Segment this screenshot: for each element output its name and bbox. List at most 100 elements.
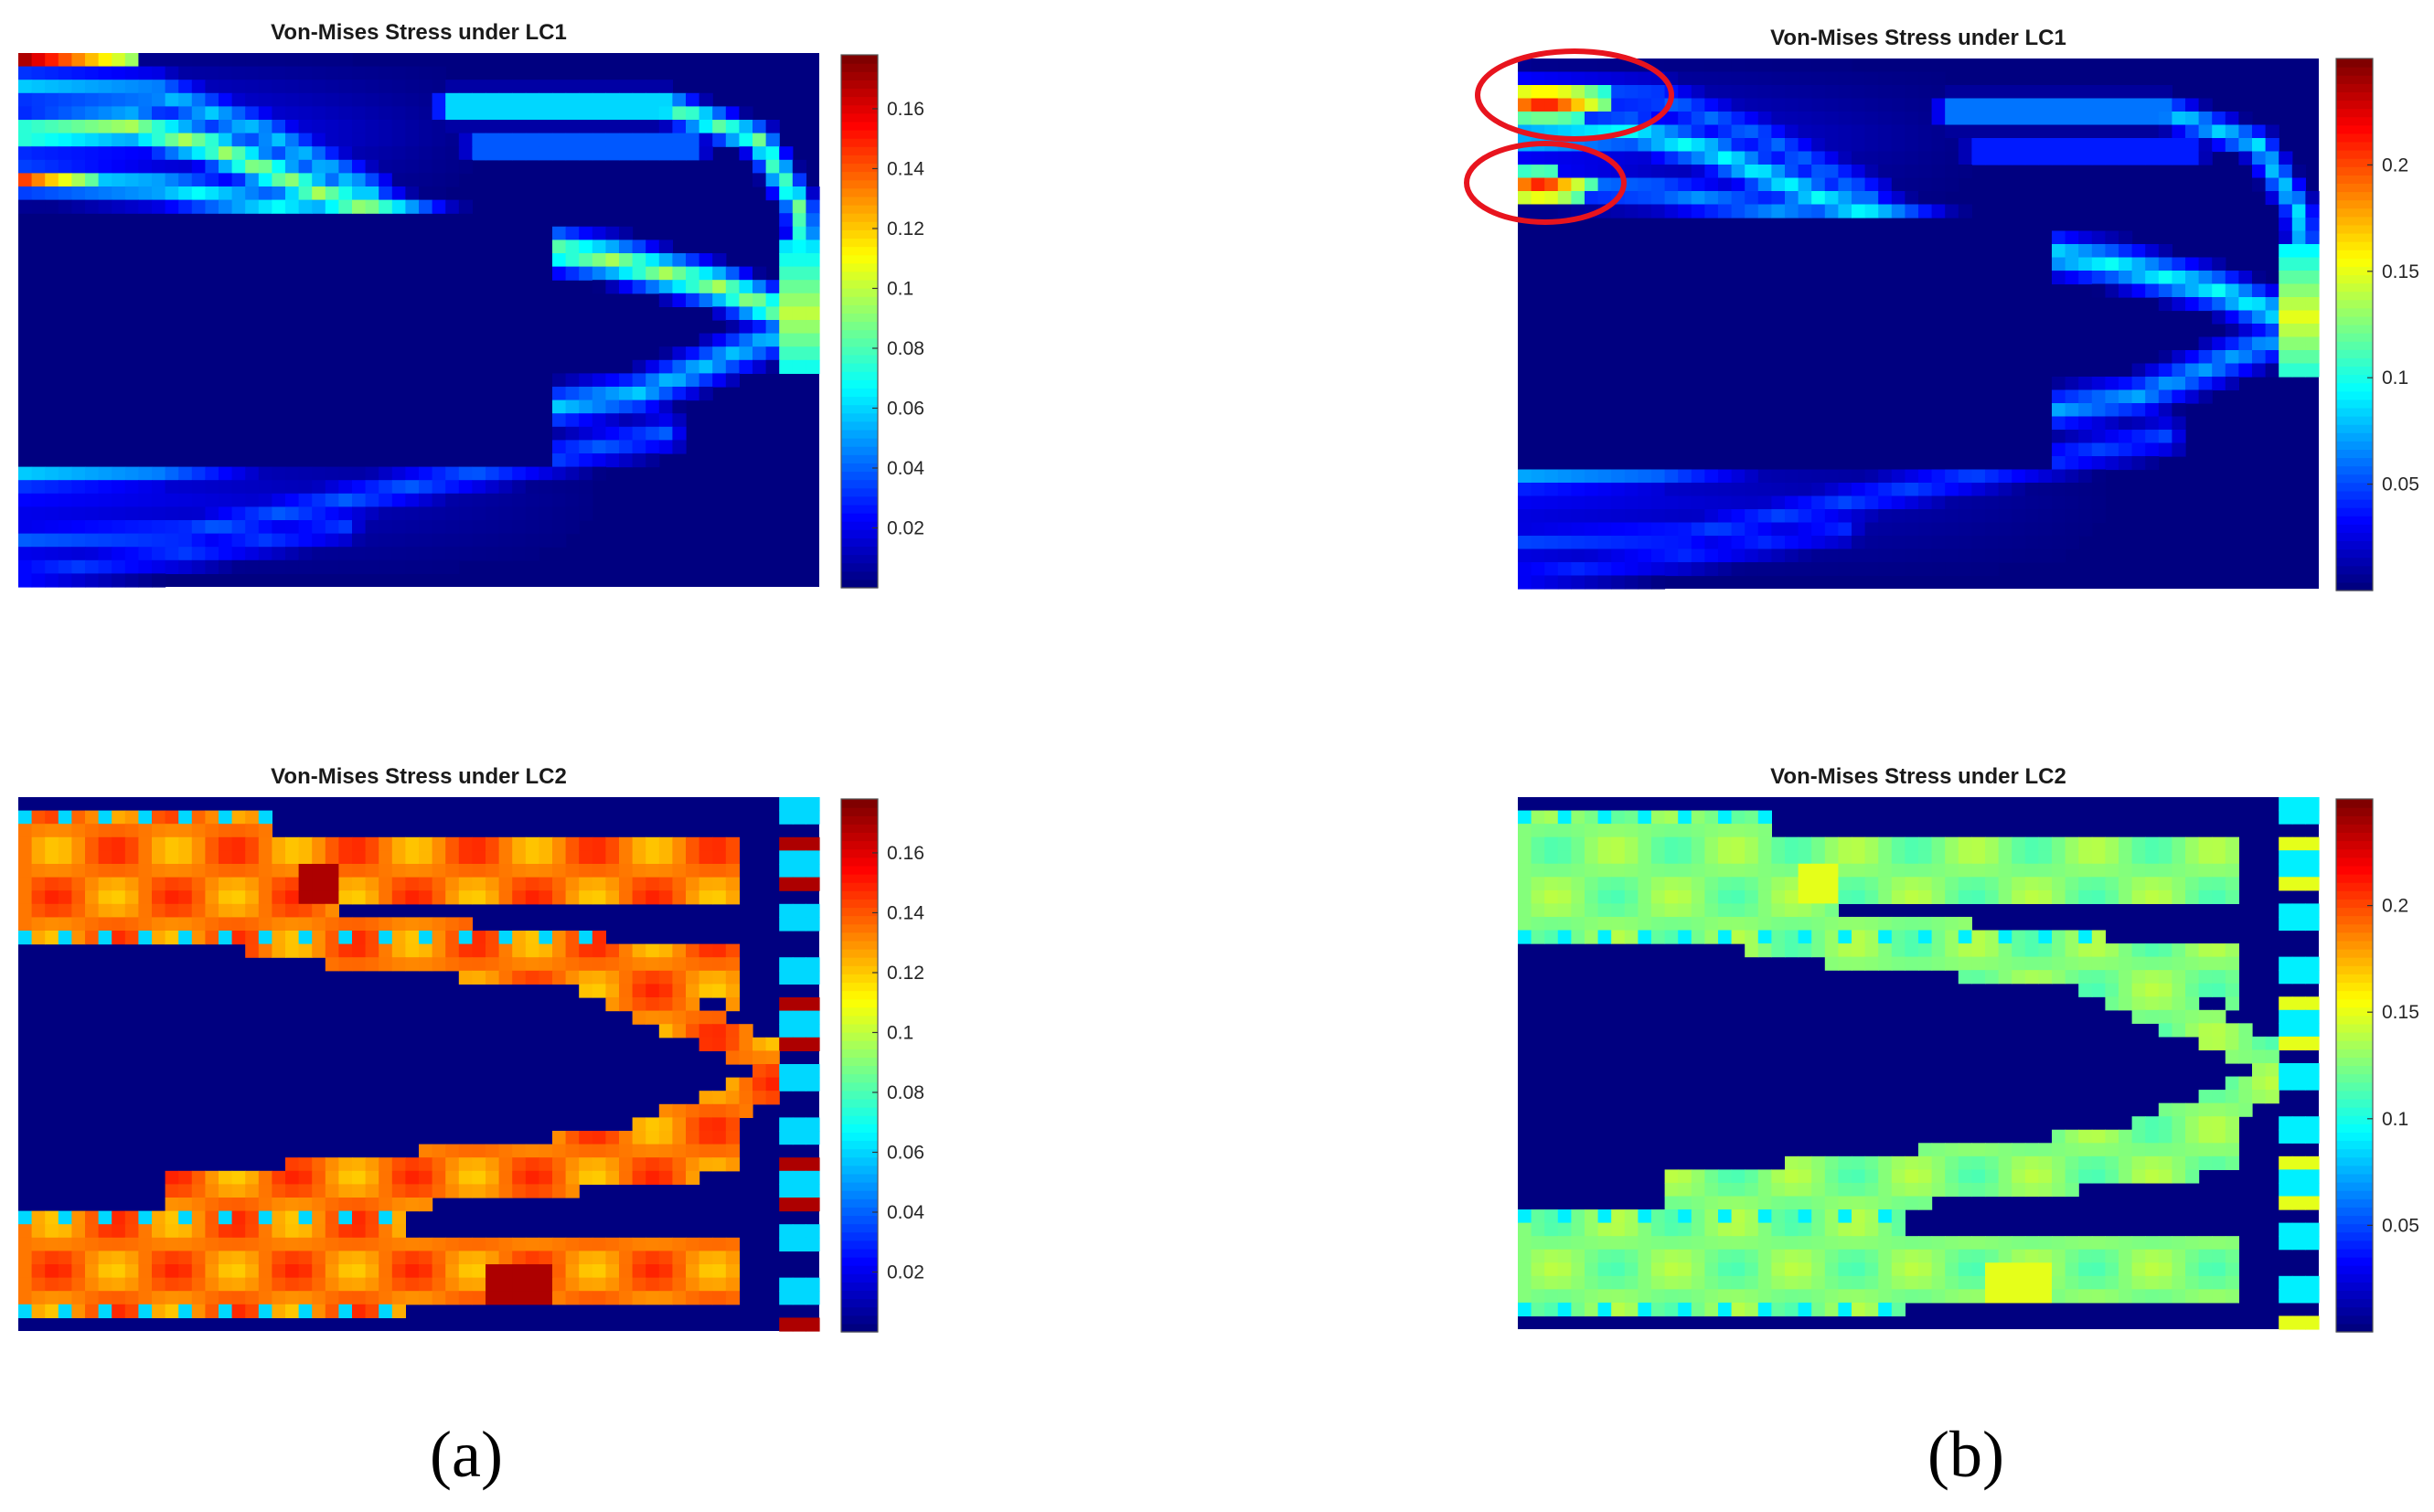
heatmap-cell <box>1958 1169 1972 1184</box>
heatmap-cell <box>285 186 300 201</box>
heatmap-cell <box>1718 850 1733 865</box>
heatmap-cell <box>85 493 100 507</box>
heatmap-cell <box>1771 877 1786 891</box>
heatmap-cell <box>58 66 72 80</box>
heatmap-cell <box>592 120 606 134</box>
heatmap-cell <box>1718 810 1733 825</box>
heatmap-cell <box>2185 1262 2200 1277</box>
heatmap-cell <box>1971 943 1986 958</box>
heatmap-cell <box>124 493 139 507</box>
heatmap-cell <box>1838 916 1852 932</box>
heatmap-cell <box>725 120 740 134</box>
heatmap-cell <box>1518 903 1532 918</box>
heatmap-cell <box>178 466 193 481</box>
heatmap-cell <box>45 573 59 588</box>
heatmap-cell <box>298 120 313 134</box>
heatmap-cell <box>2158 1169 2172 1184</box>
heatmap-cell <box>2065 930 2079 944</box>
heatmap-cell <box>2291 1315 2306 1330</box>
heatmap-cell <box>1824 1155 1839 1170</box>
heatmap-cell <box>1838 1209 1852 1224</box>
heatmap-cell <box>2291 996 2306 1011</box>
heatmap-cell <box>419 480 433 495</box>
heatmap-cell <box>272 120 286 134</box>
heatmap-cell <box>71 493 86 507</box>
heatmap-cell <box>352 533 367 548</box>
heatmap-cell <box>1731 810 1745 825</box>
colorbar-segment <box>841 495 878 506</box>
heatmap-cell <box>579 226 593 240</box>
heatmap-cell <box>231 466 246 481</box>
heatmap-cell <box>58 146 72 161</box>
heatmap-cell <box>2212 943 2226 958</box>
heatmap-cell <box>2198 1143 2213 1157</box>
heatmap-cell <box>18 106 33 121</box>
heatmap-cell <box>1811 889 1826 904</box>
heatmap-cell <box>205 80 219 94</box>
heatmap-cell <box>1518 863 1532 878</box>
heatmap-cell <box>1624 836 1639 851</box>
heatmap-cell <box>619 133 634 147</box>
heatmap-cell <box>699 120 713 134</box>
heatmap-cell <box>258 80 272 94</box>
heatmap-cell <box>1931 1236 1946 1251</box>
heatmap-cell <box>124 506 139 521</box>
heatmap-cell <box>325 547 339 561</box>
heatmap-cell <box>219 520 233 535</box>
heatmap-cell <box>1611 824 1626 838</box>
heatmap-cell <box>2279 1196 2293 1210</box>
heatmap-cell <box>2225 983 2239 997</box>
colorbar-segment <box>2336 1190 2373 1199</box>
heatmap-cell <box>178 199 193 214</box>
heatmap-cell <box>1597 930 1612 944</box>
colorbar: 0.050.10.150.2 <box>2335 798 2419 1333</box>
heatmap-cell <box>1971 1155 1986 1170</box>
heatmap-cell <box>1918 1155 1933 1170</box>
heatmap-cell <box>1651 1275 1666 1290</box>
heatmap-cell <box>325 493 339 507</box>
heatmap-cell <box>632 359 646 374</box>
heatmap-cell <box>2012 1143 2026 1157</box>
heatmap-cell <box>712 373 727 388</box>
heatmap-cell <box>1611 863 1626 878</box>
heatmap-cell <box>2119 1249 2133 1263</box>
heatmap-cell <box>379 80 393 94</box>
heatmap-cell <box>2158 943 2172 958</box>
heatmap-cell <box>2225 1049 2239 1064</box>
heatmap-cell <box>165 173 179 187</box>
heatmap-cell <box>1678 810 1692 825</box>
heatmap-cell <box>2105 836 2119 851</box>
heatmap-cell <box>1531 1289 1545 1304</box>
heatmap-cell <box>686 106 700 121</box>
heatmap-cell <box>565 399 580 414</box>
heatmap-cell <box>1571 1302 1585 1317</box>
heatmap-cell <box>285 80 300 94</box>
heatmap-cell <box>1638 1302 1652 1317</box>
heatmap-cell <box>1597 836 1612 851</box>
heatmap-cell <box>112 53 126 68</box>
heatmap-cell <box>1798 943 1812 958</box>
heatmap-cell <box>352 466 367 481</box>
heatmap-cell <box>1931 1249 1946 1263</box>
heatmap-cell <box>1945 930 1959 944</box>
heatmap-cell <box>391 186 406 201</box>
heatmap-cell <box>458 92 473 107</box>
heatmap-cell <box>1691 1275 1705 1290</box>
heatmap-cell <box>45 106 59 121</box>
colorbar-segment <box>2336 1165 2373 1175</box>
heatmap-cell <box>2024 1249 2039 1263</box>
heatmap-cell <box>498 520 513 535</box>
heatmap-cell <box>579 440 593 454</box>
heatmap-cell <box>525 466 539 481</box>
heatmap-cell <box>486 120 500 134</box>
heatmap-cell <box>31 159 46 174</box>
heatmap-cell <box>2105 996 2119 1011</box>
heatmap-cell <box>1905 889 1919 904</box>
heatmap-cell <box>272 106 286 121</box>
heatmap-cell <box>432 133 446 147</box>
heatmap-cell <box>1544 1262 1559 1277</box>
heatmap-cell <box>178 120 193 134</box>
heatmap-cell <box>1864 1302 1879 1317</box>
heatmap-cell <box>579 506 593 521</box>
heatmap-cell <box>1531 903 1545 918</box>
